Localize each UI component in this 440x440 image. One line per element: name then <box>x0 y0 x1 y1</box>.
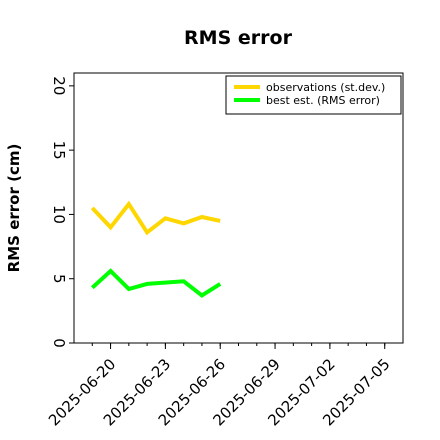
y-axis-label: RMS error (cm) <box>5 144 23 273</box>
legend-box <box>225 75 402 115</box>
y-tick-label: 20 <box>50 76 68 95</box>
y-tick-label: 10 <box>50 205 68 224</box>
legend: observations (st.dev.)best est. (RMS err… <box>225 75 402 115</box>
series-line-2 <box>90 268 222 298</box>
y-tick-label: 0 <box>50 338 68 348</box>
y-tick-label: 15 <box>50 141 68 160</box>
chart-title: RMS error <box>184 27 293 49</box>
series-line-1 <box>90 200 221 236</box>
y-tick-label: 5 <box>50 274 68 284</box>
legend-label: best est. (RMS error) <box>266 94 380 107</box>
legend-label: observations (st.dev.) <box>266 81 385 94</box>
